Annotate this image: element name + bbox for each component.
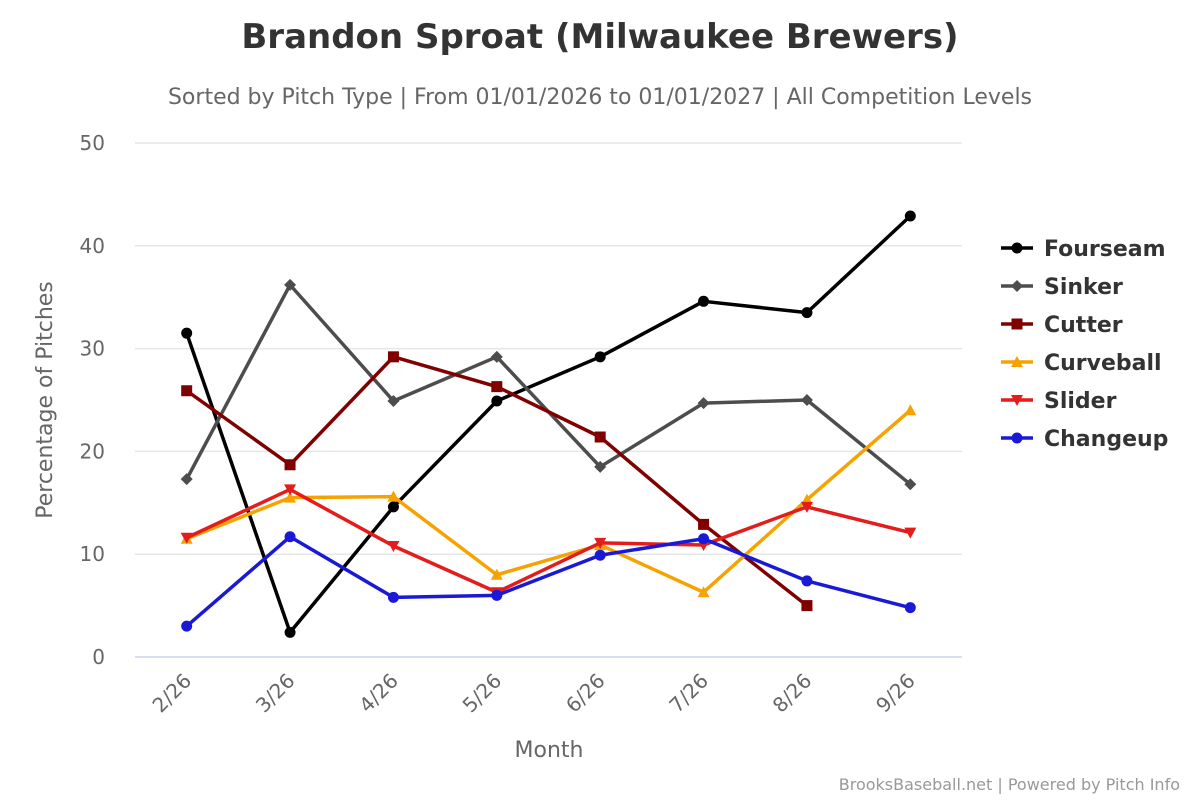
x-tick-label: 4/26: [354, 669, 403, 718]
data-point-cutter[interactable]: [698, 518, 710, 530]
data-point-changeup[interactable]: [284, 531, 296, 543]
data-point-changeup[interactable]: [801, 575, 813, 587]
legend-marker-fourseam: [1011, 242, 1023, 254]
data-point-fourseam[interactable]: [181, 327, 193, 339]
data-point-fourseam[interactable]: [594, 351, 606, 363]
legend-label: Sinker: [1044, 275, 1123, 300]
gridlines: [135, 142, 962, 658]
legend-marker-cutter: [1011, 318, 1023, 330]
legend-label: Slider: [1044, 389, 1117, 414]
y-tick-label: 50: [80, 131, 105, 155]
data-point-changeup[interactable]: [491, 589, 503, 601]
data-point-changeup[interactable]: [181, 620, 193, 632]
legend-marker-sinker: [1011, 280, 1023, 292]
data-point-sinker[interactable]: [800, 394, 813, 406]
y-axis-ticks: 0 10 20 30 40 50: [80, 131, 105, 669]
x-tick-label: 5/26: [458, 669, 507, 718]
data-point-curveball[interactable]: [697, 586, 710, 598]
data-point-sinker[interactable]: [387, 395, 400, 408]
y-tick-label: 10: [80, 542, 105, 566]
y-tick-label: 40: [80, 234, 105, 258]
data-point-fourseam[interactable]: [698, 295, 710, 307]
legend-marker-slider: [1011, 395, 1023, 406]
legend-item-sinker[interactable]: Sinker: [1001, 275, 1123, 300]
data-point-curveball[interactable]: [904, 404, 917, 416]
legend-marker-curveball: [1011, 356, 1023, 367]
data-point-curveball[interactable]: [387, 490, 400, 502]
data-point-fourseam[interactable]: [387, 501, 399, 513]
data-point-fourseam[interactable]: [491, 395, 503, 407]
data-point-slider[interactable]: [800, 501, 813, 513]
x-axis-title: Month: [515, 738, 584, 763]
data-point-changeup[interactable]: [904, 602, 916, 614]
chart-subtitle: Sorted by Pitch Type | From 01/01/2026 t…: [168, 85, 1032, 110]
data-point-sinker[interactable]: [697, 397, 710, 410]
plot-area: [180, 210, 917, 638]
legend-item-fourseam[interactable]: Fourseam: [1001, 237, 1166, 262]
data-point-cutter[interactable]: [491, 381, 503, 393]
series-line-sinker[interactable]: [184, 283, 913, 487]
data-point-cutter[interactable]: [594, 431, 606, 443]
x-tick-label: 9/26: [871, 669, 920, 718]
data-point-changeup[interactable]: [594, 549, 606, 561]
legend-label: Changeup: [1044, 427, 1168, 452]
data-point-cutter[interactable]: [387, 351, 399, 363]
y-tick-label: 30: [80, 337, 105, 361]
data-point-cutter[interactable]: [284, 459, 296, 471]
data-point-sinker[interactable]: [180, 473, 193, 486]
chart-title: Brandon Sproat (Milwaukee Brewers): [241, 17, 958, 57]
x-tick-label: 7/26: [664, 669, 713, 718]
data-point-curveball[interactable]: [284, 491, 297, 503]
data-point-slider[interactable]: [904, 527, 917, 539]
series-line-cutter[interactable]: [184, 355, 809, 608]
data-point-slider[interactable]: [594, 537, 607, 549]
x-tick-label: 3/26: [251, 669, 300, 718]
legend-label: Fourseam: [1044, 237, 1166, 262]
legend-item-cutter[interactable]: Cutter: [1001, 313, 1123, 338]
data-point-changeup[interactable]: [698, 533, 710, 545]
data-point-sinker[interactable]: [594, 460, 607, 473]
x-tick-label: 2/26: [147, 669, 196, 718]
data-point-sinker[interactable]: [904, 478, 917, 491]
data-point-cutter[interactable]: [181, 385, 193, 397]
legend-marker-changeup: [1011, 432, 1023, 444]
legend-item-curveball[interactable]: Curveball: [1001, 351, 1162, 376]
data-point-slider[interactable]: [180, 532, 193, 544]
data-point-slider[interactable]: [387, 540, 400, 552]
legend-label: Cutter: [1044, 313, 1123, 338]
x-axis-ticks: 2/26 3/26 4/26 5/26 6/26 7/26 8/26 9/26: [147, 669, 919, 718]
data-point-sinker[interactable]: [284, 278, 297, 291]
data-point-fourseam[interactable]: [284, 626, 296, 638]
series-changeup: [181, 531, 916, 632]
data-point-cutter[interactable]: [801, 600, 813, 612]
legend-label: Curveball: [1044, 351, 1162, 376]
credits-text[interactable]: BrooksBaseball.net | Powered by Pitch In…: [839, 775, 1180, 794]
y-tick-label: 20: [80, 439, 105, 463]
series-line-slider[interactable]: [184, 487, 913, 594]
y-tick-label: 0: [92, 645, 105, 669]
x-tick-label: 6/26: [561, 669, 610, 718]
legend-item-slider[interactable]: Slider: [1001, 389, 1117, 414]
data-point-changeup[interactable]: [387, 591, 399, 603]
legend-item-changeup[interactable]: Changeup: [1001, 427, 1168, 452]
legend: Fourseam Sinker Cutter Curveball Slider Chang…: [1001, 237, 1168, 452]
data-point-fourseam[interactable]: [904, 210, 916, 222]
data-point-curveball[interactable]: [490, 568, 503, 580]
data-point-sinker[interactable]: [490, 350, 503, 363]
series-line-changeup[interactable]: [184, 534, 913, 628]
series-fourseam: [181, 210, 916, 638]
y-axis-title: Percentage of Pitches: [33, 281, 58, 519]
series-cutter: [181, 351, 813, 612]
data-point-fourseam[interactable]: [801, 307, 813, 319]
data-point-slider[interactable]: [284, 484, 297, 496]
x-tick-label: 8/26: [768, 669, 817, 718]
series-line-fourseam[interactable]: [184, 214, 913, 635]
